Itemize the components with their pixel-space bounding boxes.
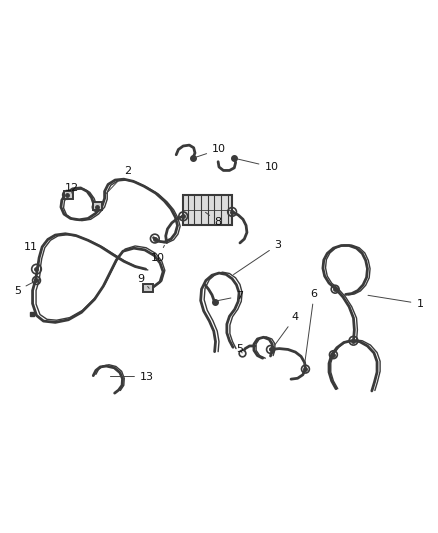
Text: 6: 6 [304, 288, 318, 365]
Text: 11: 11 [24, 242, 44, 252]
Text: 9: 9 [138, 274, 149, 288]
Text: 10: 10 [237, 159, 279, 172]
Text: 10: 10 [195, 144, 226, 157]
Text: 10: 10 [151, 245, 165, 263]
Text: 7: 7 [216, 291, 244, 301]
Text: 12: 12 [64, 183, 78, 193]
Text: 8: 8 [205, 212, 222, 227]
Text: 5: 5 [237, 344, 244, 353]
Text: 3: 3 [233, 240, 282, 274]
Text: 5: 5 [14, 282, 34, 295]
Text: 1: 1 [368, 295, 424, 309]
Text: 4: 4 [275, 312, 299, 345]
Text: 2: 2 [105, 166, 131, 195]
Text: 13: 13 [110, 372, 154, 382]
Bar [144, 285, 153, 292]
Bar [64, 191, 73, 199]
FancyBboxPatch shape [183, 195, 232, 225]
Bar [93, 203, 102, 210]
